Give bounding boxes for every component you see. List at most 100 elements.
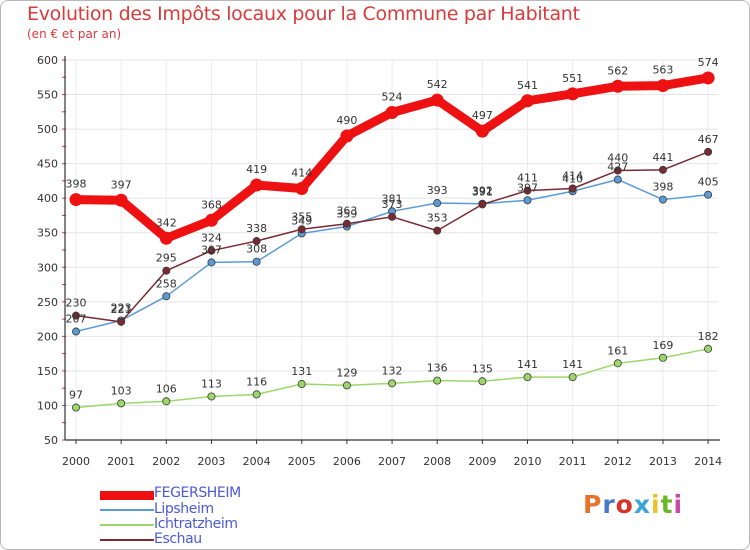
- data-point-fegersheim-2003: [204, 213, 218, 227]
- data-point-fegersheim-2009: [475, 124, 489, 138]
- x-tick-label-2010: 2010: [514, 455, 542, 468]
- data-label-fegersheim-2005: 414: [291, 167, 312, 180]
- data-point-eschau-2005: [297, 225, 306, 234]
- data-label-lipsheim-2008: 393: [427, 184, 448, 197]
- data-label-eschau-2002: 295: [156, 252, 177, 265]
- y-tick-label-150: 150: [37, 365, 58, 378]
- data-point-ichtratzheim-2002: [162, 397, 171, 406]
- data-point-fegersheim-2005: [295, 182, 309, 196]
- data-label-ichtratzheim-2003: 113: [201, 377, 222, 390]
- legend-swatch-lipsheim: [100, 509, 154, 511]
- data-label-lipsheim-2004: 308: [246, 243, 267, 256]
- data-point-fegersheim-2008: [430, 93, 444, 107]
- data-label-eschau-2007: 373: [382, 198, 403, 211]
- data-label-eschau-2010: 411: [517, 172, 538, 185]
- data-label-lipsheim-2000: 207: [66, 313, 87, 326]
- data-point-eschau-2001: [117, 317, 126, 326]
- data-label-eschau-2000: 230: [66, 297, 87, 310]
- logo-letter: r: [602, 490, 616, 519]
- data-point-eschau-2007: [388, 212, 397, 221]
- legend-swatch-eschau: [100, 539, 154, 541]
- data-label-fegersheim-2011: 551: [562, 72, 583, 85]
- data-label-lipsheim-2002: 258: [156, 277, 177, 290]
- data-label-fegersheim-2013: 563: [652, 64, 673, 77]
- data-point-lipsheim-2003: [207, 258, 216, 267]
- data-label-ichtratzheim-2007: 132: [382, 364, 403, 377]
- data-point-lipsheim-2010: [523, 196, 532, 205]
- logo-letter: i: [651, 490, 661, 519]
- data-point-eschau-2012: [613, 166, 622, 175]
- data-label-ichtratzheim-2011: 141: [562, 358, 583, 371]
- x-tick-label-2014: 2014: [694, 455, 722, 468]
- x-tick-label-2011: 2011: [559, 455, 587, 468]
- data-label-lipsheim-2001: 223: [111, 301, 132, 314]
- data-label-eschau-2004: 338: [246, 222, 267, 235]
- data-point-fegersheim-2000: [69, 193, 83, 207]
- data-point-fegersheim-2006: [340, 129, 354, 143]
- x-tick-label-2002: 2002: [152, 455, 180, 468]
- logo-letter: P: [583, 490, 603, 519]
- data-point-ichtratzheim-2001: [117, 399, 126, 408]
- data-point-eschau-2009: [478, 200, 487, 209]
- x-tick-label-2006: 2006: [333, 455, 361, 468]
- data-point-ichtratzheim-2006: [342, 381, 351, 390]
- data-label-eschau-2008: 353: [427, 212, 448, 225]
- y-tick-label-100: 100: [37, 399, 58, 412]
- data-point-lipsheim-2013: [658, 195, 667, 204]
- proxiti-logo: Proxiti: [583, 490, 683, 519]
- data-point-ichtratzheim-2010: [523, 373, 532, 382]
- legend-label-fegersheim: FEGERSHEIM: [154, 485, 241, 501]
- data-label-ichtratzheim-2002: 106: [156, 382, 177, 395]
- x-tick-label-2012: 2012: [604, 455, 632, 468]
- data-point-ichtratzheim-2004: [252, 390, 261, 399]
- data-point-eschau-2014: [704, 147, 713, 156]
- x-tick-label-2008: 2008: [423, 455, 451, 468]
- legend-label-ichtratzheim: Ichtratzheim: [154, 516, 238, 532]
- data-label-eschau-2001: 221: [111, 303, 132, 316]
- y-tick-label-200: 200: [37, 330, 58, 343]
- data-label-lipsheim-2005: 349: [291, 214, 312, 227]
- data-label-fegersheim-2007: 524: [382, 91, 403, 104]
- data-label-eschau-2003: 324: [201, 232, 222, 245]
- data-label-fegersheim-2002: 342: [156, 216, 177, 229]
- legend-swatch-fegersheim: [100, 491, 154, 500]
- data-label-fegersheim-2012: 562: [607, 64, 628, 77]
- chart-title: Evolution des Impôts locaux pour la Comm…: [27, 3, 580, 25]
- data-point-fegersheim-2014: [701, 71, 715, 85]
- legend-label-eschau: Eschau: [154, 531, 202, 547]
- data-point-ichtratzheim-2013: [658, 353, 667, 362]
- y-tick-label-50: 50: [44, 434, 58, 447]
- y-tick-label-250: 250: [37, 296, 58, 309]
- data-label-eschau-2011: 414: [562, 170, 583, 183]
- y-tick-label-450: 450: [37, 158, 58, 171]
- data-point-lipsheim-2004: [252, 257, 261, 266]
- data-label-fegersheim-2010: 541: [517, 79, 538, 92]
- data-point-fegersheim-2007: [385, 106, 399, 120]
- data-label-fegersheim-2014: 574: [698, 56, 719, 69]
- data-point-fegersheim-2004: [250, 178, 264, 192]
- data-point-ichtratzheim-2008: [433, 376, 442, 385]
- data-point-ichtratzheim-2000: [72, 403, 81, 412]
- data-label-ichtratzheim-2014: 182: [698, 330, 719, 343]
- data-label-lipsheim-2010: 397: [517, 181, 538, 194]
- data-point-eschau-2008: [433, 226, 442, 235]
- x-tick-label-2001: 2001: [107, 455, 135, 468]
- data-label-lipsheim-2013: 398: [652, 181, 673, 194]
- data-label-lipsheim-2012: 427: [607, 161, 628, 174]
- data-label-lipsheim-2011: 410: [562, 172, 583, 185]
- y-tick-label-600: 600: [37, 54, 58, 67]
- logo-letter: t: [660, 490, 674, 519]
- data-label-eschau-2014: 467: [698, 133, 719, 146]
- y-tick-label-400: 400: [37, 192, 58, 205]
- data-label-ichtratzheim-2004: 116: [246, 375, 267, 388]
- x-tick-label-2003: 2003: [197, 455, 225, 468]
- data-point-fegersheim-2002: [159, 231, 173, 245]
- data-point-lipsheim-2002: [162, 292, 171, 301]
- data-label-eschau-2012: 440: [607, 152, 628, 165]
- data-point-eschau-2003: [207, 246, 216, 255]
- data-label-fegersheim-2008: 542: [427, 78, 448, 91]
- data-point-eschau-2000: [72, 311, 81, 320]
- data-point-fegersheim-2001: [114, 193, 128, 207]
- data-point-eschau-2011: [568, 184, 577, 193]
